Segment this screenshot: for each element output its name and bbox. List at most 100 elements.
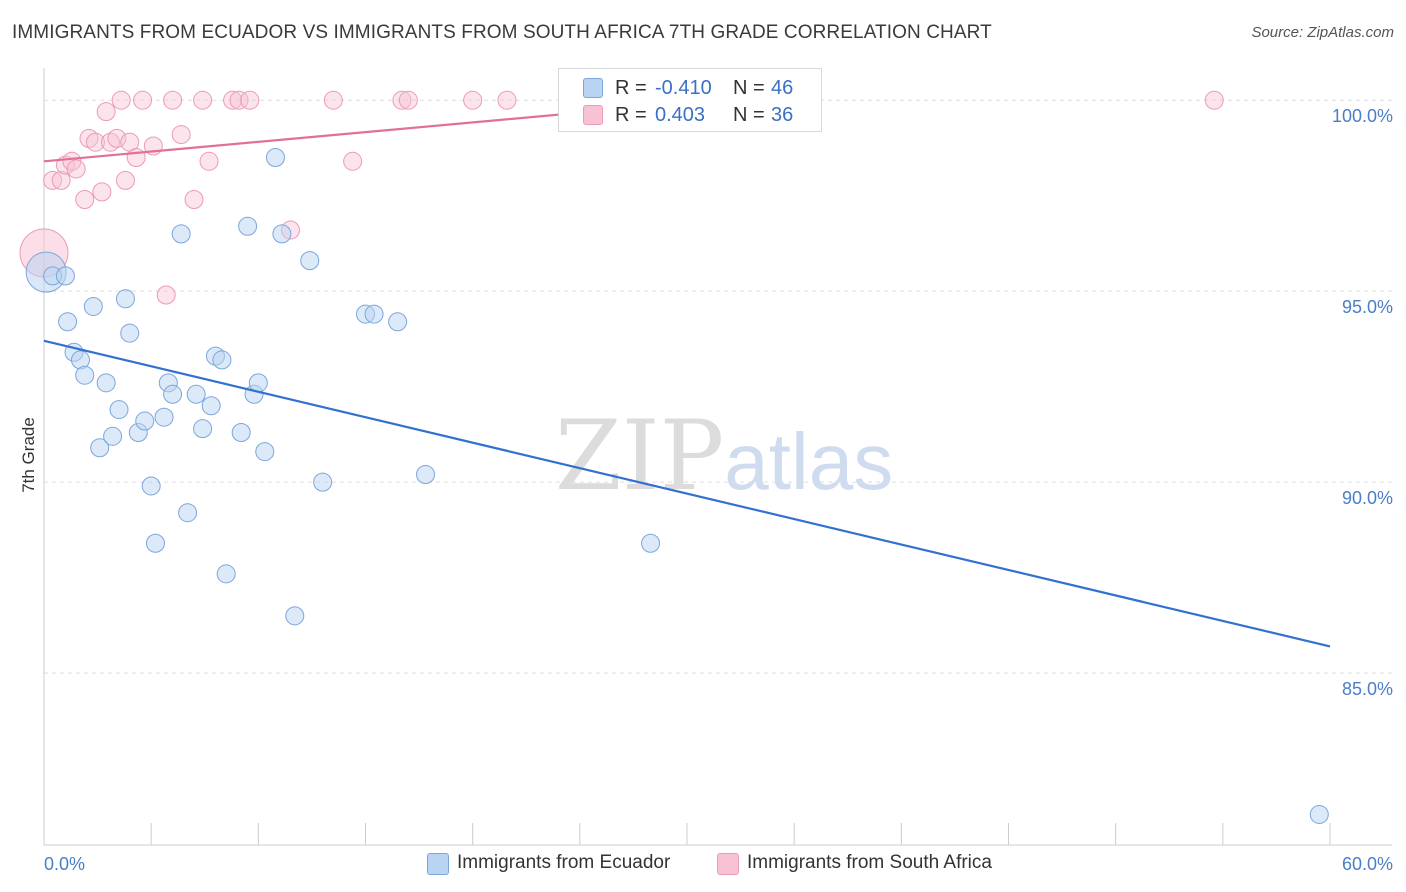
ecuador-point <box>58 312 78 332</box>
ecuador-point <box>75 365 95 385</box>
series-legend: Immigrants from Ecuador Immigrants from … <box>0 852 1406 878</box>
south-africa-point <box>115 170 135 190</box>
south-africa-point <box>92 182 112 202</box>
ecuador-point <box>641 533 661 553</box>
y-tick-label: 85.0% <box>1342 679 1393 699</box>
south-africa-point <box>398 90 418 110</box>
y-tick-label: 90.0% <box>1342 488 1393 508</box>
ecuador-point <box>388 312 408 332</box>
legend-n-value: 46 <box>771 77 794 99</box>
ecuador-point <box>416 465 436 485</box>
south-africa-point <box>111 90 131 110</box>
legend-label: Immigrants from South Africa <box>747 852 992 873</box>
ecuador-point <box>145 533 165 553</box>
watermark-zip: ZIP <box>555 400 725 512</box>
ecuador-swatch-icon <box>427 853 449 875</box>
south-africa-point <box>463 90 483 110</box>
ecuador-point <box>103 426 123 446</box>
south-africa-point <box>1204 90 1224 110</box>
ecuador-point <box>255 442 275 462</box>
axes <box>43 68 1392 846</box>
south-africa-point <box>343 151 363 171</box>
south-africa-point <box>193 90 213 110</box>
ecuador-points <box>25 147 1329 824</box>
chart-title: IMMIGRANTS FROM ECUADOR VS IMMIGRANTS FR… <box>12 22 992 43</box>
ecuador-point <box>120 323 140 343</box>
legend-r-value: -0.410 <box>655 77 712 99</box>
ecuador-point <box>265 147 285 167</box>
south-africa-point <box>51 170 71 190</box>
grid-lines <box>44 99 1392 674</box>
ecuador-point <box>238 216 258 236</box>
ecuador-point <box>1309 804 1329 824</box>
south-africa-point <box>199 151 219 171</box>
legend-label: Immigrants from Ecuador <box>457 852 671 873</box>
source-credit: Source: ZipAtlas.com <box>1251 24 1394 41</box>
south-africa-swatch-icon <box>583 105 603 125</box>
watermark-atlas: atlas <box>724 417 894 506</box>
south-africa-point <box>107 128 127 148</box>
trend-lines <box>43 106 1331 648</box>
ecuador-point <box>186 384 206 404</box>
south-africa-point <box>229 90 249 110</box>
legend-n-label: N = <box>733 104 765 126</box>
ecuador-swatch-icon <box>583 78 603 98</box>
south-africa-point <box>171 125 191 145</box>
south-africa-swatch-icon <box>717 853 739 875</box>
ecuador-point <box>96 373 116 393</box>
ecuador-point <box>313 472 333 492</box>
x-tick-label: 0.0% <box>44 854 85 874</box>
ecuador-point <box>285 606 305 626</box>
south-africa-point <box>85 132 105 152</box>
ecuador-point <box>55 266 75 286</box>
ecuador-point <box>163 384 183 404</box>
x-tick-label: 60.0% <box>1342 854 1393 874</box>
south-africa-point <box>240 90 260 110</box>
ecuador-point <box>364 304 384 324</box>
ecuador-point <box>212 350 232 370</box>
ecuador-point <box>154 407 174 427</box>
south-africa-point <box>497 90 517 110</box>
south-africa-point <box>223 90 243 110</box>
legend-row-south-africa: R = 0.403 N = 36 <box>559 102 821 128</box>
y-tick-label: 95.0% <box>1342 297 1393 317</box>
ecuador-point <box>300 251 320 271</box>
legend-r-label: R = <box>615 77 647 99</box>
south-africa-point <box>133 90 153 110</box>
south-africa-trend-line <box>43 106 634 163</box>
south-africa-point <box>96 102 116 122</box>
ecuador-point <box>231 422 251 442</box>
south-africa-point <box>75 190 95 210</box>
ecuador-point <box>141 476 161 496</box>
ecuador-point <box>272 224 292 244</box>
ecuador-point <box>83 296 103 316</box>
tick-labels: 85.0% 90.0% 95.0% 100.0% 0.0% 60.0% 7th Grade <box>19 106 1393 874</box>
south-africa-point <box>66 159 86 179</box>
ecuador-point <box>193 419 213 439</box>
south-africa-point <box>392 90 412 110</box>
y-axis-label: 7th Grade <box>19 417 38 493</box>
watermark: ZIPatlas <box>555 400 893 512</box>
legend-n-label: N = <box>733 77 765 99</box>
legend-row-ecuador: R = -0.410 N = 46 <box>559 75 821 101</box>
ecuador-point <box>109 400 129 420</box>
legend-r-label: R = <box>615 104 647 126</box>
legend-r-value: 0.403 <box>655 104 706 126</box>
ecuador-point <box>115 289 135 309</box>
ecuador-point <box>135 411 155 431</box>
south-africa-point <box>156 285 176 305</box>
ecuador-point <box>216 564 236 584</box>
south-africa-point <box>163 90 183 110</box>
ecuador-point <box>178 503 198 523</box>
ecuador-point <box>171 224 191 244</box>
south-africa-point <box>184 190 204 210</box>
south-africa-point <box>323 90 343 110</box>
legend-n-value: 36 <box>771 104 794 126</box>
ecuador-point <box>90 438 110 458</box>
ecuador-trend-line <box>43 339 1331 648</box>
correlation-legend: R = -0.410 N = 46 R = 0.403 N = 36 <box>558 68 822 132</box>
ecuador-point <box>201 396 221 416</box>
y-tick-label: 100.0% <box>1332 106 1393 126</box>
south-africa-point <box>126 147 146 167</box>
